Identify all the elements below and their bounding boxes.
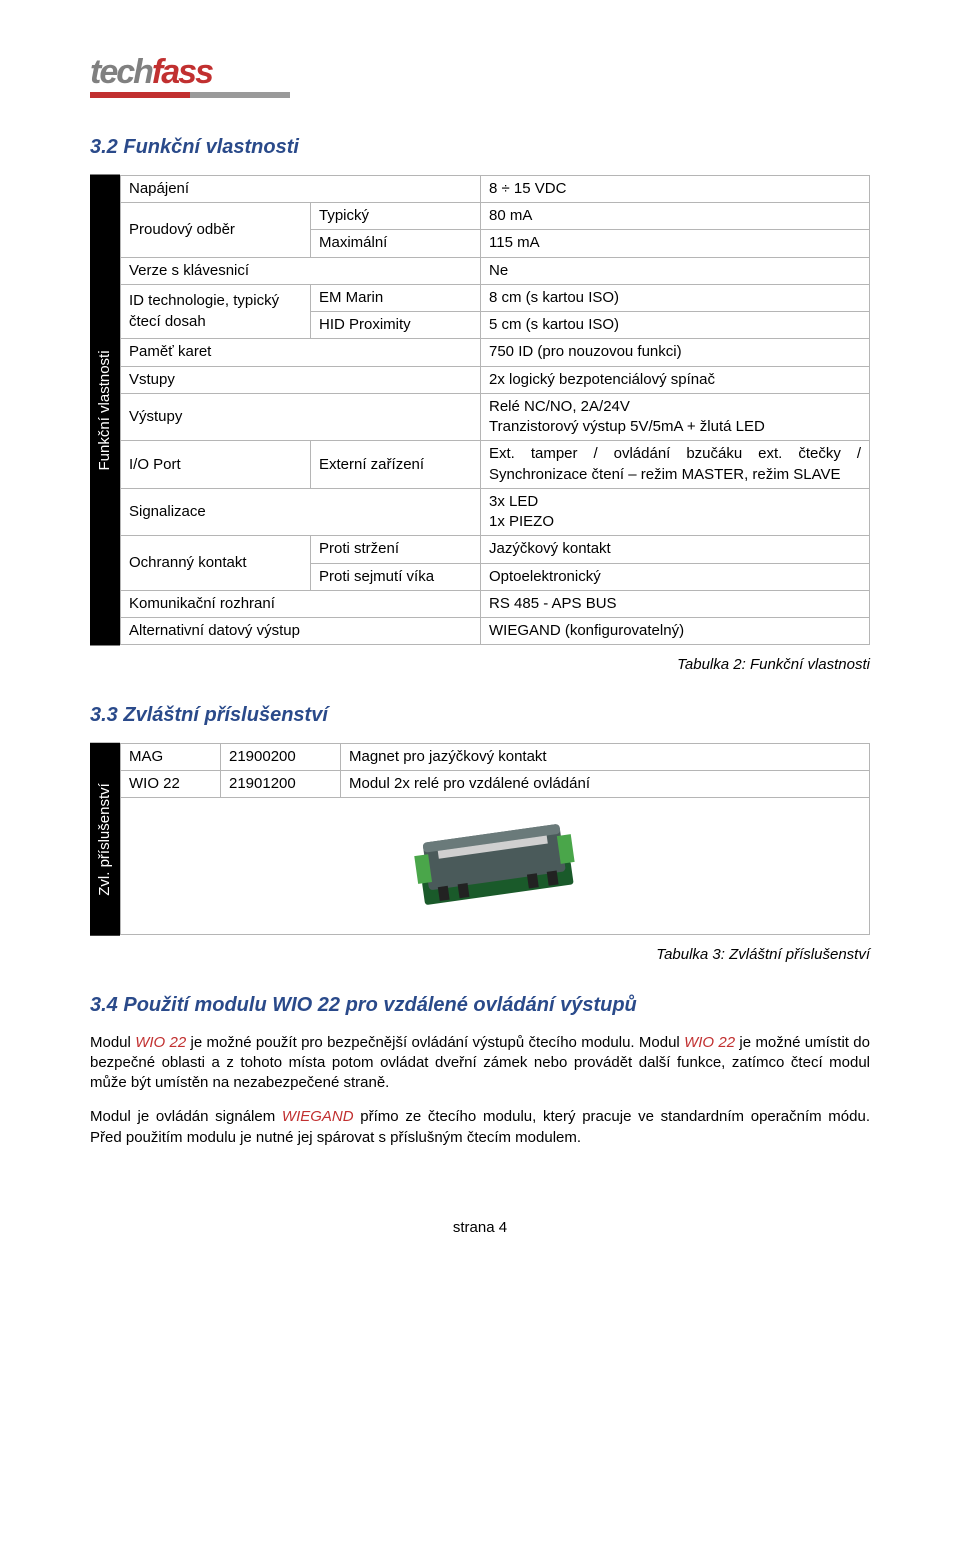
row-alternativni-label: Alternativní datový výstup	[121, 618, 481, 645]
row-komunikacni-label: Komunikační rozhraní	[121, 590, 481, 617]
row-hid-value: 5 cm (s kartou ISO)	[481, 312, 870, 339]
acc-pn-1: 21901200	[221, 770, 341, 797]
acc-desc-1: Modul 2x relé pro vzdálené ovládání	[341, 770, 870, 797]
row-ioport-mid: Externí zařízení	[311, 441, 481, 489]
row-vstupy-value: 2x logický bezpotenciálový spínač	[481, 366, 870, 393]
side-tab-prislusenstvi: Zvl. příslušenství	[90, 743, 120, 936]
row-signalizace-label: Signalizace	[121, 488, 481, 536]
row-vystupy-label: Výstupy	[121, 393, 481, 441]
logo-part1: tech	[90, 53, 152, 91]
row-signalizace-value: 3x LED 1x PIEZO	[481, 488, 870, 536]
acc-pn-0: 21900200	[221, 743, 341, 770]
row-ioport-value: Ext. tamper / ovládání bzučáku ext. čteč…	[481, 441, 870, 489]
em-wio22-1: WIO 22	[135, 1034, 186, 1051]
heading-3-2: 3.2 Funkční vlastnosti	[90, 134, 870, 161]
row-ochranny-label: Ochranný kontakt	[121, 536, 311, 591]
row-pamet-value: 750 ID (pro nouzovou funkci)	[481, 339, 870, 366]
para-3-4-2: Modul je ovládán signálem WIEGAND přímo …	[90, 1107, 870, 1148]
row-proudovy-label: Proudový odběr	[121, 203, 311, 258]
para-3-4-1: Modul WIO 22 je možné použít pro bezpečn…	[90, 1033, 870, 1094]
acc-code-1: WIO 22	[121, 770, 221, 797]
caption-tab3: Tabulka 3: Zvláštní příslušenství	[90, 945, 870, 965]
row-maximalni-label: Maximální	[311, 230, 481, 257]
row-verze-label: Verze s klávesnicí	[121, 257, 481, 284]
acc-desc-0: Magnet pro jazýčkový kontakt	[341, 743, 870, 770]
wio22-module-icon	[410, 818, 580, 908]
row-vystupy-value: Relé NC/NO, 2A/24V Tranzistorový výstup …	[481, 393, 870, 441]
row-emmarin-label: EM Marin	[311, 284, 481, 311]
row-strzeni-label: Proti stržení	[311, 536, 481, 563]
row-emmarin-value: 8 cm (s kartou ISO)	[481, 284, 870, 311]
caption-tab2: Tabulka 2: Funkční vlastnosti	[90, 655, 870, 675]
em-wiegand: WIEGAND	[282, 1108, 354, 1125]
row-napajeni-value: 8 ÷ 15 VDC	[481, 175, 870, 202]
row-vstupy-label: Vstupy	[121, 366, 481, 393]
row-typicky-label: Typický	[311, 203, 481, 230]
logo-part2: fass	[152, 53, 212, 91]
row-pamet-label: Paměť karet	[121, 339, 481, 366]
acc-row-1: WIO 22 21901200 Modul 2x relé pro vzdále…	[121, 770, 870, 797]
accessory-table: Zvl. příslušenství MAG 21900200 Magnet p…	[90, 743, 870, 936]
row-maximalni-value: 115 mA	[481, 230, 870, 257]
acc-code-0: MAG	[121, 743, 221, 770]
row-strzeni-value: Jazýčkový kontakt	[481, 536, 870, 563]
row-idtech-label: ID technologie, typický čtecí dosah	[121, 284, 311, 339]
row-ioport-label: I/O Port	[121, 441, 311, 489]
row-verze-value: Ne	[481, 257, 870, 284]
heading-3-3: 3.3 Zvláštní příslušenství	[90, 702, 870, 729]
logo-underline	[90, 92, 290, 98]
heading-3-4: 3.4 Použití modulu WIO 22 pro vzdálené o…	[90, 992, 870, 1019]
acc-row-0: MAG 21900200 Magnet pro jazýčkový kontak…	[121, 743, 870, 770]
row-typicky-value: 80 mA	[481, 203, 870, 230]
module-image-cell	[121, 798, 870, 935]
row-sejmuti-value: Optoelektronický	[481, 563, 870, 590]
side-tab-funkcni: Funkční vlastnosti	[90, 175, 120, 646]
row-napajeni-label: Napájení	[121, 175, 481, 202]
row-komunikacni-value: RS 485 - APS BUS	[481, 590, 870, 617]
row-sejmuti-label: Proti sejmutí víka	[311, 563, 481, 590]
spec-table-3-2: Funkční vlastnosti Napájení 8 ÷ 15 VDC P…	[90, 175, 870, 646]
em-wio22-2: WIO 22	[684, 1034, 735, 1051]
row-alternativni-value: WIEGAND (konfigurovatelný)	[481, 618, 870, 645]
row-hid-label: HID Proximity	[311, 312, 481, 339]
logo: techfass	[90, 50, 870, 98]
page-footer: strana 4	[90, 1218, 870, 1238]
